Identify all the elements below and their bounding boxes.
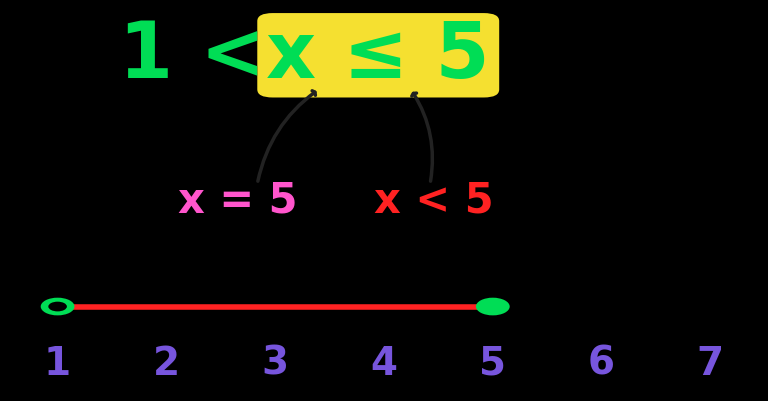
Text: x = 5: x = 5 (178, 180, 298, 221)
Text: 7: 7 (697, 344, 724, 382)
Text: 3: 3 (262, 344, 289, 382)
Text: 1 <: 1 < (118, 18, 265, 94)
Circle shape (48, 302, 67, 312)
Text: 6: 6 (588, 344, 615, 382)
Circle shape (476, 298, 510, 316)
Text: 2: 2 (153, 344, 180, 382)
FancyBboxPatch shape (257, 14, 499, 98)
Text: x ≤ 5: x ≤ 5 (266, 18, 490, 94)
Text: 4: 4 (370, 344, 398, 382)
Text: 1: 1 (44, 344, 71, 382)
Circle shape (41, 298, 74, 316)
Text: x < 5: x < 5 (374, 180, 494, 221)
Text: 5: 5 (479, 344, 506, 382)
